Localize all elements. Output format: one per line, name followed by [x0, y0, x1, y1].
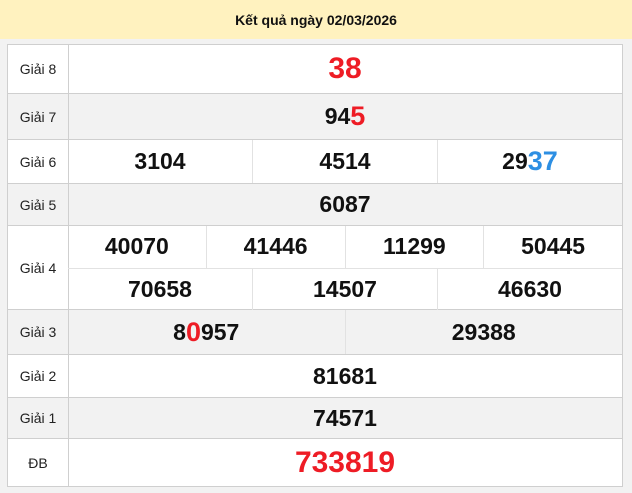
- number-line: 8 0 957 29388: [68, 310, 622, 354]
- number-line: 40070 41446 11299 50445: [68, 226, 622, 268]
- digits: 29: [502, 148, 528, 174]
- lottery-number: 94 5: [68, 94, 622, 139]
- lottery-number: 14507: [252, 268, 437, 310]
- number-line: 94 5: [68, 94, 622, 139]
- lottery-number: 46630: [437, 268, 622, 310]
- digits: 957: [200, 318, 240, 345]
- digits: 11299: [383, 233, 446, 260]
- digits: 50445: [521, 233, 586, 260]
- prize-label: ĐB: [8, 439, 69, 486]
- lottery-number: 6087: [68, 184, 622, 225]
- prize-numbers: 6087: [68, 184, 622, 225]
- digits: 3104: [134, 148, 186, 174]
- prize-label: Giải 4: [8, 226, 69, 309]
- number-line: 3104 4514 29 37: [68, 140, 622, 183]
- prize-row: ĐB 733819: [8, 439, 622, 487]
- prize-numbers: 81681: [68, 355, 622, 397]
- digits: 6087: [319, 191, 371, 217]
- highlighted-digits: 5: [350, 101, 366, 131]
- digits: 41446: [243, 233, 308, 260]
- prize-numbers: 40070 41446 11299 50445 70658 14507 46630: [68, 226, 622, 311]
- prize-label: Giải 6: [8, 140, 69, 183]
- highlighted-digits: 37: [527, 146, 558, 176]
- results-table: Giải 8 38 Giải 7 94 5 Giải 6 3104 4514 29 37 Giải …: [7, 44, 623, 487]
- results-header: Kết quả ngày 02/03/2026: [0, 0, 632, 39]
- lottery-number: 38: [68, 45, 622, 93]
- number-line: 81681: [68, 355, 622, 397]
- highlighted-digits: 733819: [294, 445, 396, 479]
- prize-numbers: 74571: [68, 398, 622, 438]
- prize-label: Giải 7: [8, 94, 69, 139]
- lottery-number: 8 0 957: [68, 310, 345, 354]
- lottery-number: 40070: [68, 226, 206, 268]
- number-line: 733819: [68, 439, 622, 486]
- lottery-number: 3104: [68, 140, 252, 183]
- lottery-number: 74571: [68, 398, 622, 438]
- prize-row: Giải 1 74571: [8, 398, 622, 439]
- prize-label: Giải 2: [8, 355, 69, 397]
- digits: 94: [324, 103, 351, 129]
- highlighted-digits: 38: [328, 52, 362, 85]
- digits: 74571: [313, 404, 377, 431]
- prize-row: Giải 4 40070 41446 11299 50445 70658 14507 4663…: [8, 226, 622, 310]
- prize-row: Giải 8 38: [8, 45, 622, 94]
- number-line: 38: [68, 45, 622, 93]
- number-line: 70658 14507 46630: [68, 267, 622, 311]
- lottery-number: 81681: [68, 355, 622, 397]
- lottery-number: 41446: [205, 226, 345, 268]
- results-title: Kết quả ngày 02/03/2026: [235, 11, 397, 28]
- prize-label: Giải 3: [8, 310, 69, 354]
- prize-numbers: 8 0 957 29388: [68, 310, 622, 354]
- digits: 4514: [319, 148, 371, 174]
- prize-numbers: 3104 4514 29 37: [68, 140, 622, 183]
- digits: 70658: [128, 275, 192, 302]
- number-line: 74571: [68, 398, 622, 438]
- digits: 29388: [451, 318, 516, 345]
- lottery-number: 4514: [252, 140, 437, 183]
- lottery-number: 733819: [68, 439, 622, 486]
- digits: 46630: [498, 275, 562, 302]
- prize-row: Giải 6 3104 4514 29 37: [8, 140, 622, 184]
- lottery-number: 29388: [344, 310, 623, 354]
- prize-row: Giải 7 94 5: [8, 94, 622, 140]
- prize-numbers: 733819: [68, 439, 622, 486]
- lottery-number: 70658: [68, 269, 252, 311]
- prize-label: Giải 1: [8, 398, 69, 438]
- prize-row: Giải 5 6087: [8, 184, 622, 226]
- digits: 14507: [313, 275, 377, 302]
- digits: 81681: [313, 362, 377, 389]
- lottery-number: 11299: [344, 226, 484, 268]
- prize-row: Giải 3 8 0 957 29388: [8, 310, 622, 355]
- prize-row: Giải 2 81681: [8, 355, 622, 398]
- lottery-number: 29 37: [437, 140, 622, 183]
- prize-numbers: 94 5: [68, 94, 622, 139]
- prize-label: Giải 5: [8, 184, 69, 225]
- digits: 8: [173, 318, 186, 345]
- highlighted-digits: 0: [185, 316, 201, 347]
- prize-label: Giải 8: [8, 45, 69, 93]
- prize-numbers: 38: [68, 45, 622, 93]
- lottery-number: 50445: [483, 226, 622, 268]
- number-line: 6087: [68, 184, 622, 225]
- digits: 40070: [104, 233, 169, 260]
